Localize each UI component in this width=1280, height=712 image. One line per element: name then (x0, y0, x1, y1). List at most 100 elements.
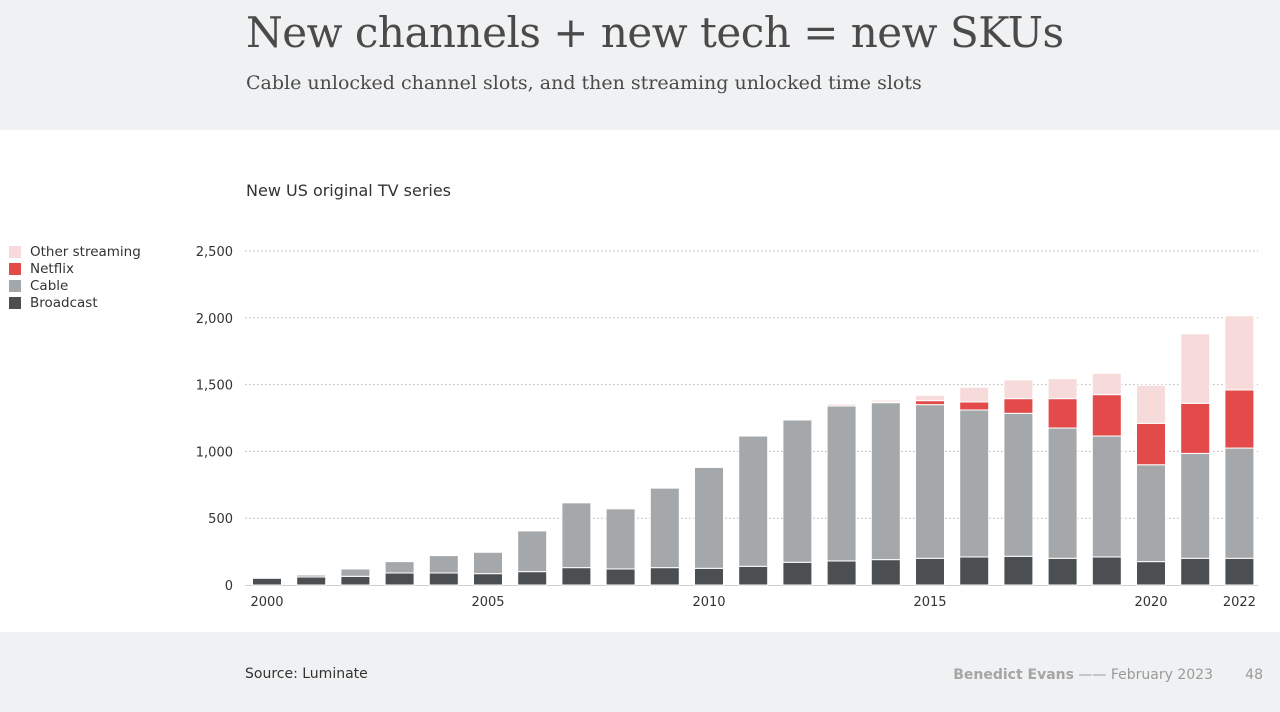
credit-line: Benedict Evans —— February 2023 (953, 667, 1213, 683)
bar-broadcast (649, 567, 680, 586)
bar-broadcast (915, 557, 945, 586)
bar-other-streaming (1224, 315, 1255, 391)
x-tick-label: 2005 (471, 595, 504, 610)
bar-cable (694, 466, 724, 569)
bar-broadcast (1091, 556, 1122, 586)
legend-label-broadcast: Broadcast (30, 294, 98, 311)
x-tick-label: 2022 (1223, 595, 1256, 610)
footer-band (0, 632, 1280, 712)
legend-item-other-streaming: Other streaming (9, 243, 141, 260)
bar-broadcast (561, 567, 592, 586)
bar-cable (782, 419, 813, 563)
page-number: 48 (1245, 667, 1263, 683)
bar-broadcast (782, 561, 813, 586)
bar-broadcast (738, 565, 769, 586)
bar-cable (561, 502, 592, 569)
y-tick-label: 500 (208, 512, 233, 527)
legend-item-netflix: Netflix (9, 260, 141, 277)
bar-cable (1003, 412, 1034, 557)
bar-cable (296, 574, 327, 578)
x-tick-label: 2010 (692, 595, 725, 610)
bar-cable (826, 405, 857, 562)
bar-netflix (915, 400, 945, 406)
bar-cable (870, 402, 901, 561)
y-tick-label: 2,000 (196, 312, 233, 327)
y-tick-label: 0 (225, 579, 233, 594)
bar-other-streaming (1180, 333, 1211, 404)
bar-broadcast (1003, 555, 1034, 586)
chart-legend: Other streaming Netflix Cable Broadcast (9, 243, 141, 311)
bar-cable (384, 561, 415, 574)
bar-cable (1180, 452, 1211, 559)
bar-broadcast (959, 556, 990, 586)
bar-broadcast (296, 576, 327, 586)
bar-other-streaming (915, 394, 945, 402)
bar-other-streaming (1003, 379, 1034, 400)
bar-netflix (1003, 398, 1034, 414)
credit-separator: —— (1078, 667, 1107, 683)
slide-title: New channels + new tech = new SKUs (246, 8, 1064, 57)
bar-cable (1091, 435, 1122, 558)
bar-broadcast (1224, 557, 1255, 586)
header-band (0, 0, 1280, 130)
legend-item-cable: Cable (9, 277, 141, 294)
legend-label-netflix: Netflix (30, 260, 74, 277)
bar-other-streaming (870, 399, 901, 403)
bar-other-streaming (826, 403, 857, 407)
bar-broadcast (252, 577, 282, 586)
bar-cable (517, 530, 548, 573)
legend-label-other-streaming: Other streaming (30, 243, 141, 260)
legend-swatch-broadcast (9, 296, 21, 309)
bar-other-streaming (1091, 372, 1122, 396)
bar-broadcast (605, 568, 636, 586)
bar-broadcast (517, 571, 548, 586)
bar-broadcast (1180, 557, 1211, 586)
bar-netflix (1047, 398, 1078, 429)
y-tick-label: 1,500 (196, 379, 233, 394)
bar-netflix (1091, 394, 1122, 437)
bar-broadcast (826, 560, 857, 586)
legend-swatch-other-streaming (9, 245, 21, 258)
bar-broadcast (428, 572, 459, 586)
slide-subtitle: Cable unlocked channel slots, and then s… (246, 72, 922, 94)
bar-cable (340, 568, 371, 577)
bar-cable (738, 435, 769, 567)
bar-broadcast (340, 575, 371, 586)
x-tick-label: 2020 (1134, 595, 1167, 610)
bar-netflix (1180, 402, 1211, 454)
bar-netflix (959, 401, 990, 411)
bar-broadcast (473, 573, 503, 586)
bar-cable (605, 508, 636, 570)
bar-broadcast (1136, 561, 1166, 586)
legend-label-cable: Cable (30, 277, 69, 294)
bar-other-streaming (959, 386, 990, 403)
bar-broadcast (870, 559, 901, 586)
bar-cable (1136, 464, 1166, 563)
bar-broadcast (694, 567, 724, 586)
bar-netflix (1136, 422, 1166, 466)
stacked-bar-chart: 0 500 1,000 1,500 2,000 2,500 2000 2005 2010 2015… (196, 245, 1258, 610)
bar-broadcast (1047, 557, 1078, 586)
bar-cable (1047, 427, 1078, 559)
bar-cable (1224, 447, 1255, 559)
bar-netflix (1224, 389, 1255, 449)
bar-other-streaming (1047, 378, 1078, 400)
bar-cable (649, 487, 680, 569)
bar-cable (428, 555, 459, 574)
bar-other-streaming (1136, 384, 1166, 424)
legend-swatch-cable (9, 279, 21, 292)
bar-broadcast (384, 572, 415, 586)
author-name: Benedict Evans (953, 667, 1074, 683)
bar-cable (959, 409, 990, 558)
credit-date: February 2023 (1110, 667, 1213, 683)
x-tick-label: 2015 (913, 595, 946, 610)
y-tick-label: 1,000 (196, 445, 233, 460)
x-tick-label: 2000 (250, 595, 283, 610)
y-tick-label: 2,500 (196, 245, 233, 260)
source-note: Source: Luminate (245, 666, 368, 682)
legend-swatch-netflix (9, 262, 21, 275)
bar-cable (915, 404, 945, 559)
legend-item-broadcast: Broadcast (9, 294, 141, 311)
bar-cable (473, 551, 503, 575)
chart-title: New US original TV series (246, 181, 452, 200)
